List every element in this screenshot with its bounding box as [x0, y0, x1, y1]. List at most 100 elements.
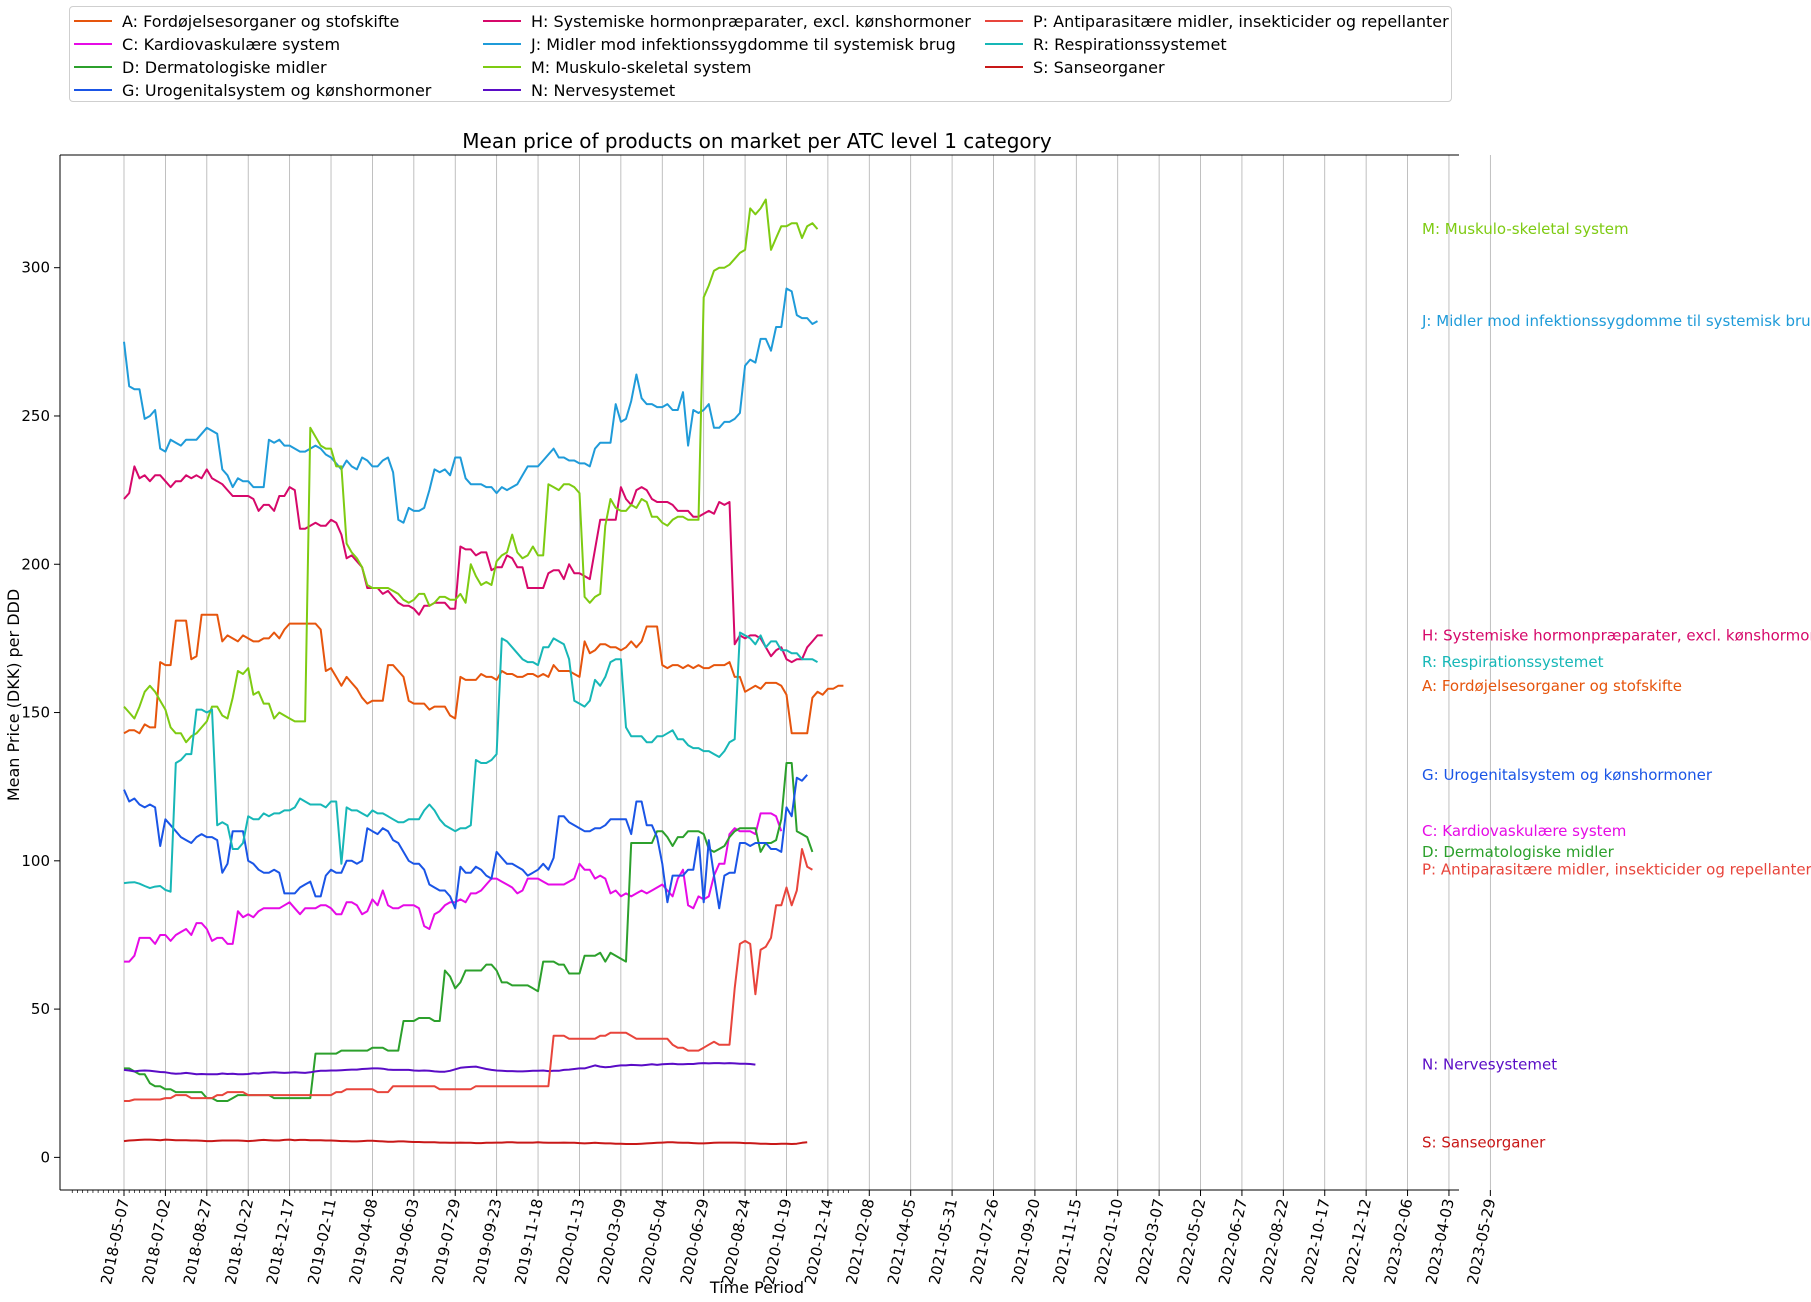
chart-title: Mean price of products on market per ATC… [462, 129, 1052, 153]
x-tick-label: 2021-05-31 [925, 1197, 961, 1286]
y-tick-label: 300 [21, 259, 50, 277]
legend-label: R: Respirationssystemet [1033, 34, 1227, 54]
legend-label: A: Fordøjelsesorganer og stofskifte [122, 11, 400, 31]
axes: 2018-05-07 2018-07-02 2018-08-27 2018-10-22… [21, 154, 1500, 1286]
legend-label: J: Midler mod infektionssygdomme til sys… [531, 34, 956, 54]
x-tick-label: 2018-07-02 [139, 1197, 175, 1286]
legend-item: H: Systemiske hormonpræparater, excl. kø… [483, 10, 971, 32]
x-tick-label: 2020-01-13 [553, 1197, 589, 1286]
y-tick-label: 150 [21, 704, 50, 722]
x-tick-label: 2023-02-06 [1381, 1197, 1417, 1286]
x-tick-label: 2022-10-17 [1298, 1197, 1334, 1286]
legend-swatch [483, 43, 521, 45]
legend-item: R: Respirationssystemet [985, 33, 1227, 55]
legend-label: G: Urogenitalsystem og kønshormoner [122, 80, 432, 100]
series-end-label: D: Dermatologiske midler [1422, 843, 1615, 861]
legend-swatch [74, 43, 112, 45]
legend-label: D: Dermatologiske midler [122, 57, 327, 77]
legend-label: P: Antiparasitære midler, insekticider o… [1033, 11, 1449, 31]
x-tick-label: 2021-07-26 [967, 1197, 1003, 1286]
x-tick-label: 2022-08-22 [1257, 1197, 1293, 1286]
legend-swatch [985, 43, 1023, 45]
series-lines [123, 198, 844, 1145]
x-tick-label: 2020-06-29 [677, 1197, 713, 1286]
series-end-label: H: Systemiske hormonpræparater, excl. kø… [1422, 626, 1811, 644]
gridlines [123, 155, 1491, 1190]
legend-item: M: Muskulo-skeletal system [483, 56, 751, 78]
series-end-label: P: Antiparasitære midler, insekticider o… [1422, 861, 1811, 879]
legend-swatch [985, 20, 1023, 22]
x-tick-label: 2018-05-07 [97, 1197, 133, 1286]
series-end-label: S: Sanseorganer [1422, 1133, 1546, 1151]
y-tick-label: 200 [21, 555, 50, 573]
y-tick-label: 0 [40, 1148, 50, 1166]
series-line [123, 774, 808, 910]
x-tick-label: 2021-09-20 [1008, 1197, 1044, 1286]
x-tick-label: 2020-03-09 [594, 1197, 630, 1286]
x-tick-label: 2022-01-10 [1091, 1197, 1127, 1286]
x-tick-label: 2018-12-17 [263, 1197, 299, 1286]
legend-swatch [985, 66, 1023, 68]
series-end-label: N: Nervesystemet [1422, 1056, 1557, 1074]
x-tick-label: 2020-05-04 [635, 1197, 671, 1286]
x-tick-label: 2023-05-29 [1464, 1197, 1500, 1286]
legend-item: C: Kardiovaskulære system [74, 33, 340, 55]
legend-item: A: Fordøjelsesorganer og stofskifte [74, 10, 399, 32]
series-end-label: J: Midler mod infektionssygdomme til sys… [1421, 312, 1811, 330]
x-tick-label: 2021-04-05 [884, 1197, 920, 1286]
y-tick-label: 50 [31, 1000, 50, 1018]
legend: A: Fordøjelsesorganer og stofskifte C: Ka… [69, 6, 1452, 102]
x-tick-label: 2018-08-27 [180, 1197, 216, 1286]
legend-swatch [483, 20, 521, 22]
x-tick-label: 2019-02-11 [304, 1197, 340, 1286]
series-line [123, 631, 818, 893]
x-tick-label: 2019-06-03 [387, 1197, 423, 1286]
x-tick-label: 2021-02-08 [842, 1197, 878, 1286]
series-line [124, 812, 783, 963]
legend-label: H: Systemiske hormonpræparater, excl. kø… [531, 11, 971, 31]
series-end-label: C: Kardiovaskulære system [1422, 822, 1626, 840]
x-tick-label: 2022-12-12 [1339, 1197, 1375, 1286]
x-tick-label: 2023-04-03 [1422, 1197, 1458, 1286]
legend-item: P: Antiparasitære midler, insekticider o… [985, 10, 1449, 32]
series-line [123, 613, 844, 735]
series-line [123, 465, 823, 664]
x-tick-label: 2019-09-23 [470, 1197, 506, 1286]
x-axis-label: Time Period [709, 1278, 804, 1297]
series-line [123, 1062, 756, 1076]
series-end-label: G: Urogenitalsystem og kønshormoner [1422, 766, 1713, 784]
series-end-labels: M: Muskulo-skeletal system J: Midler mod … [1421, 220, 1811, 1151]
legend-item: D: Dermatologiske midler [74, 56, 327, 78]
legend-item: G: Urogenitalsystem og kønshormoner [74, 79, 431, 101]
series-line [123, 287, 818, 524]
legend-swatch [483, 89, 521, 91]
y-tick-label: 250 [21, 407, 50, 425]
legend-label: M: Muskulo-skeletal system [531, 57, 752, 77]
x-tick-label: 2020-12-14 [801, 1197, 837, 1286]
series-line [123, 198, 819, 744]
x-tick-label: 2019-04-08 [346, 1197, 382, 1286]
legend-label: N: Nervesystemet [531, 80, 676, 100]
y-axis-label: Mean Price (DKK) per DDD [4, 589, 23, 801]
series-end-label: R: Respirationssystemet [1422, 653, 1604, 671]
series-line [124, 762, 814, 1102]
series-line [123, 1138, 808, 1145]
legend-swatch [74, 89, 112, 91]
x-tick-label: 2019-11-18 [511, 1197, 547, 1286]
legend-swatch [74, 66, 112, 68]
series-end-label: M: Muskulo-skeletal system [1422, 220, 1629, 238]
legend-label: C: Kardiovaskulære system [122, 34, 341, 54]
legend-item: J: Midler mod infektionssygdomme til sys… [483, 33, 956, 55]
legend-swatch [74, 20, 112, 22]
x-tick-label: 2020-10-19 [760, 1197, 796, 1286]
series-end-label: A: Fordøjelsesorganer og stofskifte [1422, 677, 1682, 695]
x-tick-label: 2022-06-27 [1215, 1197, 1251, 1286]
x-tick-label: 2019-07-29 [428, 1197, 464, 1286]
legend-item: S: Sanseorganer [985, 56, 1165, 78]
legend-item: N: Nervesystemet [483, 79, 675, 101]
x-tick-label: 2020-08-24 [718, 1197, 754, 1286]
x-tick-label: 2022-03-07 [1132, 1197, 1168, 1286]
legend-label: S: Sanseorganer [1033, 57, 1165, 77]
x-tick-label: 2022-05-02 [1174, 1197, 1210, 1286]
